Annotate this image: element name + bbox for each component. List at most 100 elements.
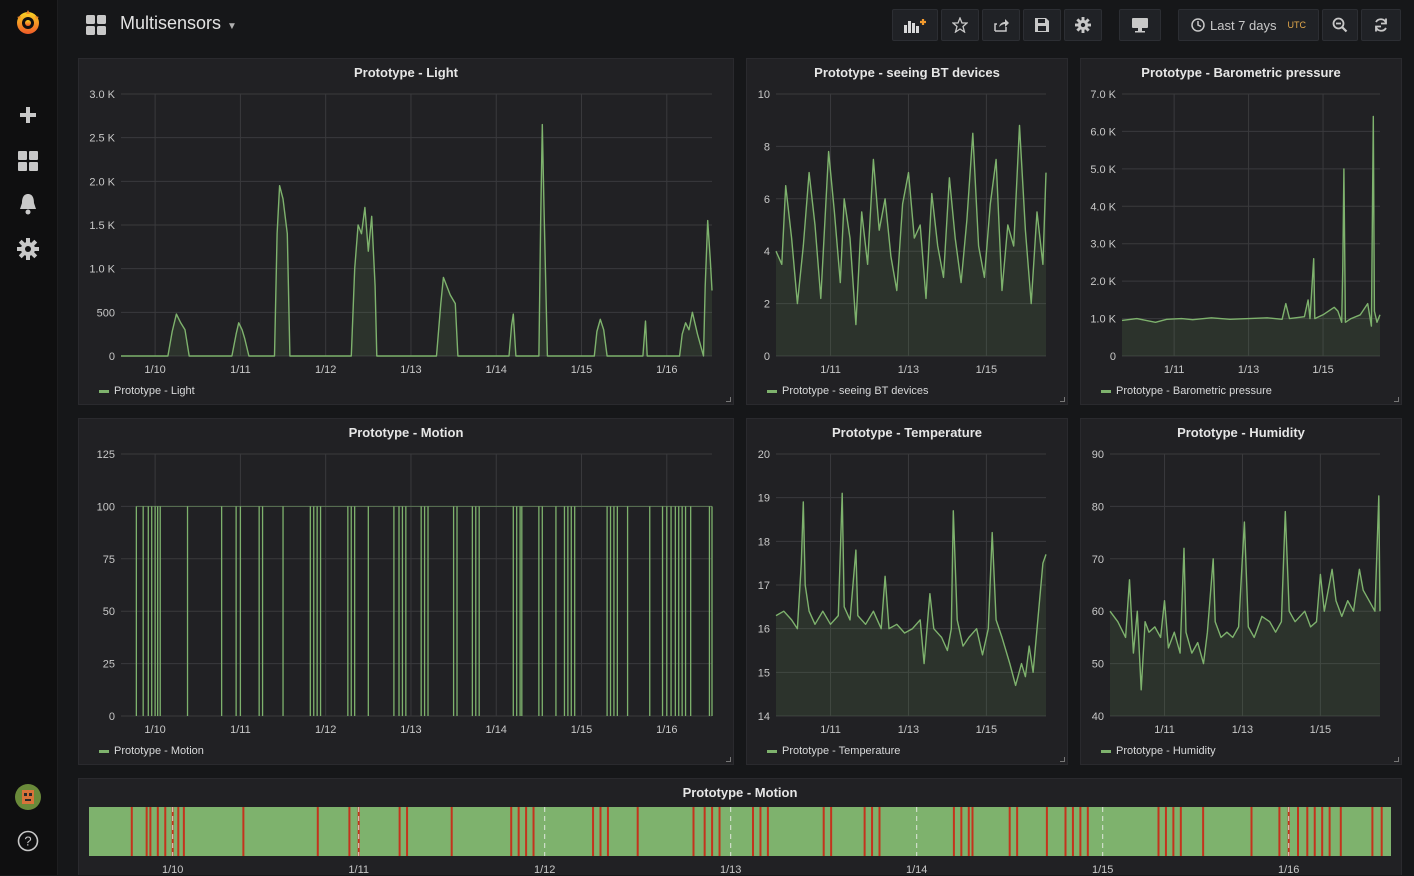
series-line (1121, 115, 1381, 327)
dashboard-title[interactable]: Multisensors ▼ (120, 13, 237, 34)
user-avatar[interactable] (14, 783, 42, 811)
timeline-on-segment (1297, 807, 1299, 856)
timeline-on-segment (357, 807, 360, 856)
timeline-on-segment (1371, 807, 1374, 856)
y-tick-label: 1.5 K (89, 220, 115, 232)
temperature-graph: 14 15 16 17 18 19 20 1/11 1/13 1/15 (758, 449, 1047, 736)
timeline-on-segment (171, 807, 174, 856)
series-area (121, 124, 712, 356)
y-tick-label: 16 (758, 624, 770, 636)
legend-item[interactable]: Prototype - Barometric pressure (1101, 385, 1272, 397)
resize-handle[interactable] (1060, 397, 1065, 402)
resize-handle[interactable] (1060, 757, 1065, 762)
series-area (776, 493, 1046, 716)
panel-pressure[interactable]: Prototype - Barometric pressure 0 1.0 K 2.… (1080, 58, 1402, 405)
legend-item[interactable]: Prototype - seeing BT devices (767, 385, 929, 397)
panel-title[interactable]: Prototype - Light (354, 65, 458, 80)
share-button[interactable] (982, 9, 1020, 41)
timeline-on-segment (182, 807, 185, 856)
x-tick-label: 1/15 (1092, 864, 1113, 876)
legend-label: Prototype - seeing BT devices (782, 385, 929, 397)
x-tick-label: 1/10 (162, 864, 183, 876)
panel-title[interactable]: Prototype - Humidity (1177, 425, 1305, 440)
x-tick-label: 1/11 (1164, 364, 1185, 376)
save-button[interactable] (1023, 9, 1061, 41)
grid-icon[interactable] (14, 147, 42, 175)
series-line (775, 124, 1047, 326)
y-tick-label: 2.0 K (1090, 276, 1116, 288)
y-tick-label: 40 (1092, 711, 1104, 723)
timeline-on-segment (1339, 807, 1342, 856)
y-tick-label: 1.0 K (1090, 314, 1116, 326)
legend-item[interactable]: Prototype - Motion (99, 745, 204, 757)
resize-handle[interactable] (726, 757, 731, 762)
zoom-out-button[interactable] (1322, 9, 1358, 41)
timeline-on-segment (1164, 807, 1167, 856)
panel-title[interactable]: Prototype - Barometric pressure (1141, 65, 1341, 80)
series-line (775, 492, 1047, 687)
timeline-on-segment (398, 807, 401, 856)
x-tick-label: 1/11 (230, 364, 251, 376)
panel-motion-discrete[interactable]: Prototype - Motion 1/10 1/11 1/12 1/13 1/14 1… (78, 778, 1402, 876)
tv-mode-button[interactable] (1119, 9, 1161, 41)
x-tick-label: 1/11 (820, 364, 841, 376)
motion-graph: 0 25 50 75 100 125 1/10 1/11 1/12 1/13 1/14 1/15 1/1… (97, 449, 713, 736)
y-tick-label: 10 (758, 89, 770, 101)
y-tick-label: 100 (97, 501, 115, 513)
gear-icon (1075, 17, 1091, 33)
time-range-label: Last 7 days (1210, 17, 1277, 33)
panel-bt-devices[interactable]: Prototype - seeing BT devices 0 2 4 6 8 10 1/1… (746, 58, 1068, 405)
panel-motion[interactable]: Prototype - Motion 0 25 50 75 100 125 1/10 1/11… (78, 418, 734, 765)
clock-icon (1191, 18, 1205, 32)
resize-handle[interactable] (726, 397, 731, 402)
x-tick-label: 1/12 (315, 724, 336, 736)
panel-light[interactable]: Prototype - Light 0 500 1.0 K 1.5 K 2.0 K 2.5… (78, 58, 734, 405)
bell-icon[interactable] (14, 190, 42, 218)
y-tick-label: 6 (764, 194, 770, 206)
x-tick-label: 1/13 (400, 724, 421, 736)
timeline-on-segment (711, 807, 714, 856)
x-tick-label: 1/15 (976, 724, 997, 736)
x-tick-label: 1/10 (144, 364, 165, 376)
legend-swatch (767, 389, 777, 393)
timeline-on-segment (156, 807, 159, 856)
dashboard-navbar: Multisensors ▼ Last 7 days UTC (57, 0, 1414, 50)
refresh-button[interactable] (1361, 9, 1401, 41)
question-icon[interactable]: ? (14, 827, 42, 855)
y-tick-label: 4.0 K (1090, 201, 1116, 213)
panel-title[interactable]: Prototype - Motion (348, 425, 464, 440)
x-tick-label: 1/16 (656, 724, 677, 736)
timeline-on-segment (830, 807, 833, 856)
panel-title[interactable]: Prototype - Motion (682, 785, 798, 800)
panel-humidity[interactable]: Prototype - Humidity 40 50 60 70 80 90 1/11 1/1… (1080, 418, 1402, 765)
panel-temperature[interactable]: Prototype - Temperature 14 15 16 17 18 19 20 1/… (746, 418, 1068, 765)
timeline-on-segment (1306, 807, 1309, 856)
legend-label: Prototype - Barometric pressure (1116, 385, 1272, 397)
x-tick-label: 1/13 (898, 364, 919, 376)
gear-icon[interactable] (14, 235, 42, 263)
timeline-on-segment (1045, 807, 1048, 856)
resize-handle[interactable] (1394, 397, 1399, 402)
plus-icon[interactable] (14, 101, 42, 129)
time-range-picker[interactable]: Last 7 days UTC (1178, 9, 1319, 41)
legend-item[interactable]: Prototype - Light (99, 385, 195, 397)
legend-item[interactable]: Prototype - Temperature (767, 745, 900, 757)
x-tick-label: 1/12 (534, 864, 555, 876)
star-icon (952, 17, 968, 33)
star-button[interactable] (941, 9, 979, 41)
add-panel-button[interactable] (892, 9, 938, 41)
resize-handle[interactable] (1394, 757, 1399, 762)
legend-item[interactable]: Prototype - Humidity (1101, 745, 1216, 757)
settings-button[interactable] (1064, 9, 1102, 41)
panel-title[interactable]: Prototype - seeing BT devices (814, 65, 1000, 80)
y-tick-label: 3.0 K (89, 89, 115, 101)
timeline-on-segment (606, 807, 609, 856)
timeline-on-segment (1079, 807, 1082, 856)
timeline-on-segment (766, 807, 769, 856)
timeline-off-state (89, 807, 1391, 856)
panel-title[interactable]: Prototype - Temperature (831, 425, 982, 440)
dashboard-title-text: Multisensors (120, 13, 222, 33)
y-tick-label: 2.5 K (89, 133, 115, 145)
grafana-logo-icon[interactable] (14, 9, 42, 37)
dashboard-grid-icon[interactable] (85, 14, 107, 41)
